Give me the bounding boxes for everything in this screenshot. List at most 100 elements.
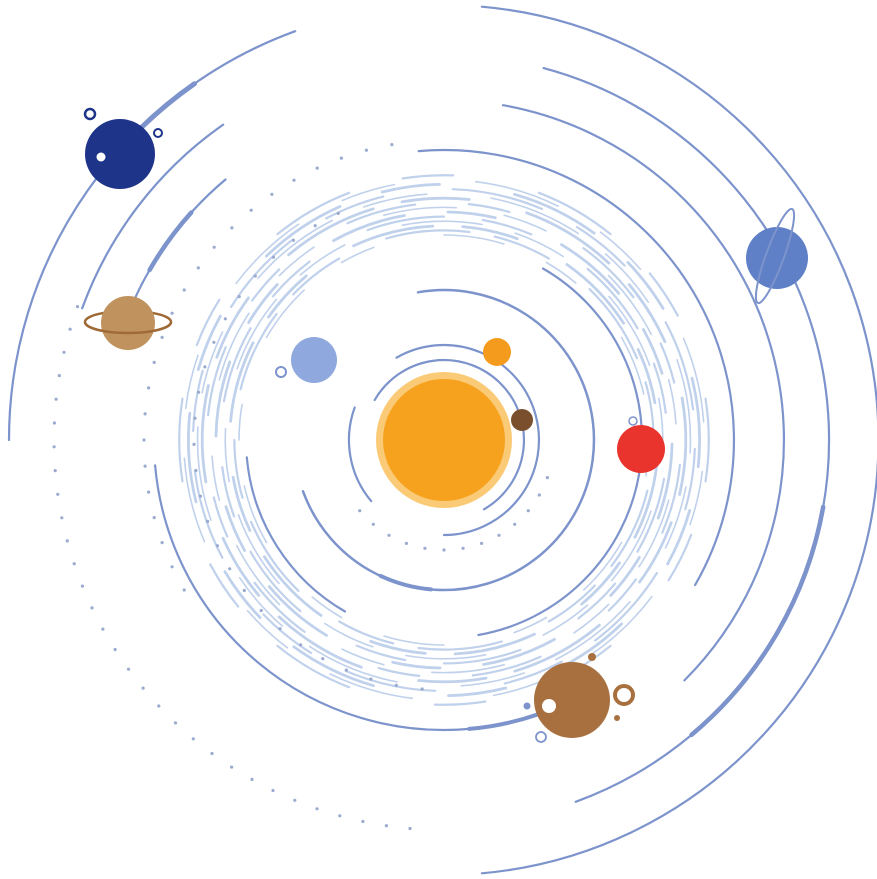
belt-dash [287,207,375,257]
belt-dash [513,616,548,634]
belt-dash [184,354,199,410]
belt-dash [383,635,445,646]
belt-dash [249,550,302,613]
belt-dash [664,486,687,549]
belt-dash [383,206,457,217]
dot-orbit-mid [278,627,282,631]
dot-orbit-mid [203,365,207,369]
belt-dash [341,183,396,202]
dot-orbit-outer [113,647,117,652]
dot-orbit-mid [192,442,196,446]
belt-dash [431,663,505,674]
dot-orbit-outer [72,562,76,566]
dot-orbit-inner [545,476,550,480]
belt-dash [262,613,313,654]
belt-dash [299,244,346,276]
dot-orbit-outer [68,327,72,331]
belt-dash [610,489,649,568]
belt-dash [471,655,542,677]
belt-dash [196,314,222,371]
dot-orbit-mid [291,238,296,242]
dot-orbit-middle [147,490,151,494]
belt-dash [340,246,375,264]
dot-orbit-outer [408,826,412,831]
dot-orbit-outer [75,305,80,309]
sun [376,372,512,508]
belt-dash [447,686,508,697]
dot-orbit-mid [198,494,202,498]
belt-dash [417,640,503,651]
neptune-body [85,119,155,189]
planet-earth [275,337,337,383]
belt-dash [684,447,696,511]
dot-orbit-outer [62,350,66,354]
belt-dash [201,331,224,394]
belt-dash [238,403,243,441]
belt-dash [271,260,311,298]
jupiter-body [534,662,610,738]
belt-dash [332,214,406,242]
belt-dash [638,521,673,584]
belt-dash [193,469,224,559]
belt-dash [200,384,210,484]
dot-orbit-middle [170,565,174,569]
jupiter-moon-ring [613,684,635,706]
belt-dash [583,541,623,591]
belt-dash [607,578,637,612]
belt-dash [366,215,446,232]
belt-dash [221,536,261,597]
belt-dash [311,596,343,619]
belt-dash [545,261,577,284]
belt-dash [573,603,610,634]
belt-dash [514,232,564,258]
dot-orbit-mid [369,677,373,681]
dot-orbit-mid [259,608,263,613]
dot-orbit-inner [480,541,484,546]
orbit-inner-2b [347,406,373,503]
dot-orbit-middle [152,516,156,520]
belt-dash [490,197,579,235]
asteroid-belt [178,174,710,706]
belt-dash [218,312,250,381]
belt-dash [239,312,278,391]
belt-dash [309,645,398,683]
dot-orbit-outer [90,606,94,610]
orbit-mars [477,267,644,637]
belt-dash [224,505,246,552]
dot-orbit-mid [420,687,424,691]
belt-dash [192,369,204,433]
dot-orbit-middle [152,360,156,364]
belt-dash [453,632,536,656]
planet-neptune [83,107,163,189]
belt-dash [446,210,497,220]
dot-orbit-outer [57,374,61,378]
belt-dash [433,700,487,706]
belt-dash [513,192,596,235]
belt-dash [588,595,653,657]
dot-orbit-outer [271,788,275,793]
dot-orbit-inner [513,522,517,526]
dot-orbit-middle [249,208,253,212]
belt-dash [664,321,695,411]
uranus-body [746,227,808,289]
belt-dash [344,669,437,692]
dot-orbit-middle [170,311,174,315]
dot-orbit-outer [250,777,254,782]
dot-orbit-middle [160,335,164,339]
dot-orbit-outer [65,539,69,543]
saturn-body [101,296,155,350]
belt-dash [385,229,471,240]
dot-orbit-mid [242,588,246,593]
dot-orbit-inner [423,546,427,550]
belt-dash [474,180,559,207]
dot-orbit-mid [299,643,303,647]
belt-dash [265,289,305,339]
belt-dash [467,203,511,214]
belt-dash [638,499,670,568]
dot-orbit-outer [56,492,60,496]
belt-dash [401,174,455,180]
belt-dash [642,328,664,375]
earth-body [291,337,337,383]
belt-dash [460,672,525,687]
